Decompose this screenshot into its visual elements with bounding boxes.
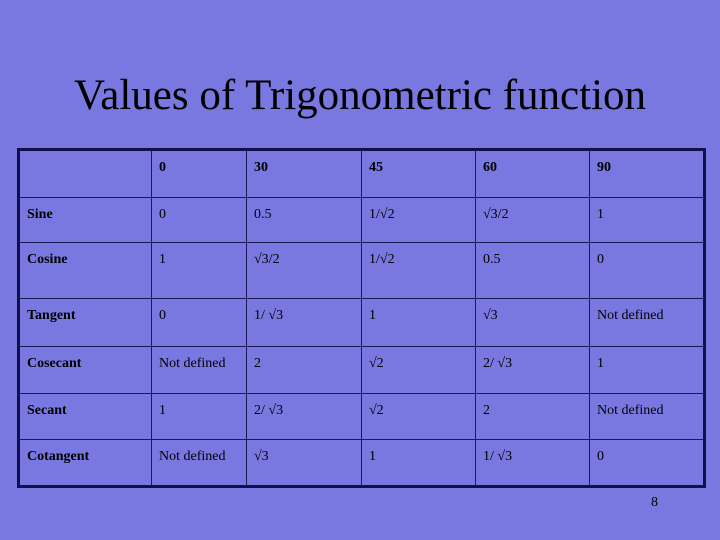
table-cell: Not defined: [151, 346, 247, 394]
table-row: Sine 0 0.5 1/√2 √3/2 1: [18, 197, 705, 243]
table-cell: 1: [151, 393, 247, 440]
table-cell: √3: [246, 439, 362, 487]
table-row: Cotangent Not defined √3 1 1/ √3 0: [18, 439, 705, 487]
table-cell: √2: [361, 393, 476, 440]
column-header: 60: [475, 149, 590, 198]
table-cell: 1: [151, 242, 247, 299]
table-cell: Not defined: [589, 393, 705, 440]
row-header: Cotangent: [18, 439, 152, 487]
row-header: Secant: [18, 393, 152, 440]
table-cell: 1/ √3: [246, 298, 362, 347]
table-cell: 1/ √3: [475, 439, 590, 487]
table-cell: 0.5: [246, 197, 362, 243]
column-header: 0: [151, 149, 247, 198]
table-row: Secant 1 2/ √3 √2 2 Not defined: [18, 393, 705, 440]
table-cell: 0: [151, 197, 247, 243]
column-header: 30: [246, 149, 362, 198]
row-header: Tangent: [18, 298, 152, 347]
row-header: Sine: [18, 197, 152, 243]
table-cell: 2/ √3: [475, 346, 590, 394]
table-cell: 0: [151, 298, 247, 347]
table-cell: 2: [246, 346, 362, 394]
table-row: Cosine 1 √3/2 1/√2 0.5 0: [18, 242, 705, 299]
table-cell: Not defined: [589, 298, 705, 347]
table-cell: 0.5: [475, 242, 590, 299]
page-number: 8: [651, 495, 658, 510]
table-cell: √3/2: [475, 197, 590, 243]
trig-values-table: 0 30 45 60 90 Sine 0 0.5 1/√2 √3/2 1 Cosine 1 √3/2 1/√…: [17, 148, 706, 488]
table-cell: √3/2: [246, 242, 362, 299]
table-cell: Not defined: [151, 439, 247, 487]
row-header: Cosine: [18, 242, 152, 299]
header-row: 0 30 45 60 90: [18, 149, 705, 198]
table-cell: 1: [589, 197, 705, 243]
table-cell: 2: [475, 393, 590, 440]
table-cell: 1: [589, 346, 705, 394]
table-cell: 1: [361, 439, 476, 487]
table-cell: 1/√2: [361, 197, 476, 243]
slide-title: Values of Trigonometric function: [73, 72, 647, 119]
table-row: Tangent 0 1/ √3 1 √3 Not defined: [18, 298, 705, 347]
column-header: 90: [589, 149, 705, 198]
table-cell: 0: [589, 439, 705, 487]
column-header: 45: [361, 149, 476, 198]
table-cell: 2/ √3: [246, 393, 362, 440]
table-cell: 0: [589, 242, 705, 299]
table-row: Cosecant Not defined 2 √2 2/ √3 1: [18, 346, 705, 394]
table-cell: √3: [475, 298, 590, 347]
table-cell: 1: [361, 298, 476, 347]
table-cell: 1/√2: [361, 242, 476, 299]
table-cell: √2: [361, 346, 476, 394]
column-header: [18, 149, 152, 198]
row-header: Cosecant: [18, 346, 152, 394]
